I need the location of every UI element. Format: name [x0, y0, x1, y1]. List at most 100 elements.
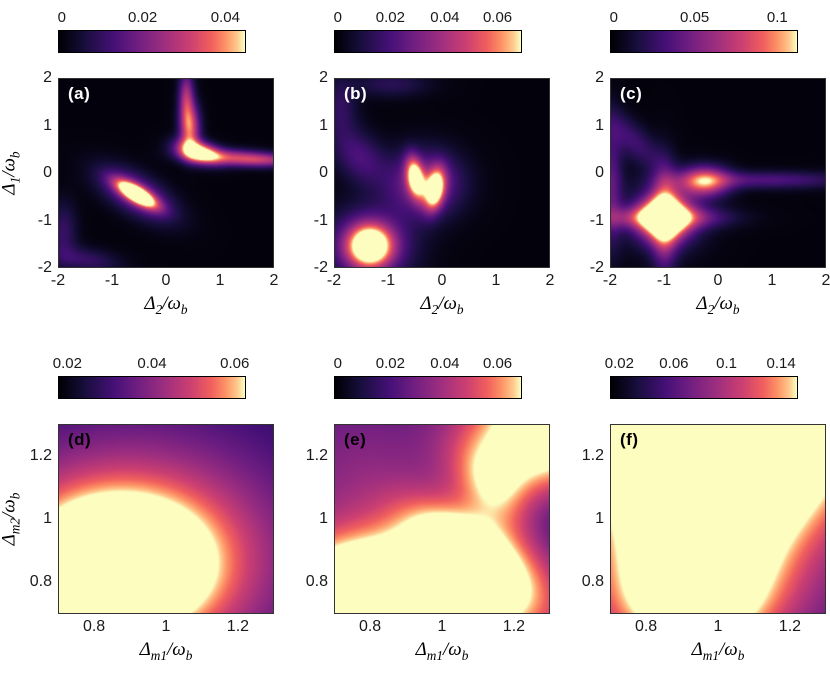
- tick-label: 1.2: [29, 446, 52, 464]
- x-label-divisor: /ω: [438, 293, 457, 314]
- tick-label: 1: [161, 618, 171, 635]
- colorbar-area-d: 0.02 0.04 0.06: [53, 354, 250, 404]
- tick-label: 0.8: [581, 573, 604, 591]
- tick-label: 0: [319, 164, 328, 181]
- x-tick-labels: 0.8 1 1.2: [58, 614, 274, 638]
- tick-label: 0.05: [679, 9, 710, 26]
- tick-label: 0: [43, 164, 52, 181]
- y-tick-labels: 2 1 0 -1 -2: [574, 69, 610, 276]
- y-label-symbol: Δ: [0, 534, 20, 546]
- tick-label: 1: [437, 618, 447, 635]
- tick-label: 0.8: [29, 573, 52, 591]
- tick-label: -1: [313, 211, 328, 229]
- x-label-subscript-2: b: [732, 301, 740, 317]
- x-axis-label: Δm1/ωb: [58, 639, 274, 664]
- heatmap-plot-c: (c): [610, 78, 826, 268]
- heatmap-canvas-e: [335, 425, 549, 613]
- tick-label: 1: [215, 272, 225, 289]
- tick-label: 0.14: [766, 355, 796, 372]
- tick-label: 1.2: [226, 618, 250, 635]
- tick-label: 0: [333, 9, 342, 26]
- tick-label: -2: [326, 272, 342, 289]
- x-axis-label: Δ2/ωb: [610, 293, 826, 318]
- heatmap-canvas-b: [335, 79, 549, 267]
- tick-label: 0: [437, 272, 447, 289]
- heatmap-canvas-f: [611, 425, 825, 613]
- y-tick-labels: 1.2 1 0.8: [574, 424, 610, 614]
- colorbar-tick-labels: 0.02 0.06 0.1 0.14: [605, 354, 798, 376]
- tick-label: 0.8: [358, 618, 382, 635]
- x-label-divisor: /ω: [714, 293, 733, 314]
- tick-label: 0.02: [52, 355, 82, 372]
- x-label-subscript-2: b: [461, 647, 469, 663]
- tick-label: 0.06: [220, 355, 250, 372]
- x-label-symbol: Δ: [696, 293, 708, 314]
- tick-label: 2: [319, 69, 328, 86]
- plot-area-c: 2 1 0 -1 -2 (c): [552, 69, 826, 276]
- colorbar-tick-labels: 0.02 0.04 0.06: [53, 354, 250, 376]
- x-label-subscript-2: b: [456, 301, 464, 317]
- colorbar-area-e: 0 0.02 0.04 0.06: [334, 354, 522, 404]
- tick-label: 0.06: [659, 355, 689, 372]
- tick-label: 1: [43, 116, 52, 134]
- colorbar: [610, 30, 798, 53]
- y-tick-labels: 2 1 0 -1 -2: [298, 69, 334, 276]
- tick-label: 1: [767, 272, 777, 289]
- panel-letter-f: (f): [620, 430, 639, 449]
- tick-label: 1: [713, 618, 723, 635]
- tick-label: 0.04: [137, 355, 167, 372]
- heatmap-plot-e: (e): [334, 424, 550, 614]
- panel-c: 0 0.05 0.1 2 1 0 -1 -2 (c) -2 -1 0 1 2 Δ2/ωb: [552, 0, 830, 346]
- tick-label: 1.2: [581, 446, 604, 464]
- x-label-symbol: Δ: [415, 639, 427, 660]
- x-label-subscript: 2: [431, 301, 439, 317]
- panel-letter-e: (e): [344, 430, 367, 449]
- tick-label: 2: [821, 272, 830, 289]
- tick-label: 1: [595, 510, 604, 527]
- x-label-subscript: m1: [426, 647, 444, 663]
- panel-e: 0 0.02 0.04 0.06 1.2 1 0.8 (e) 0.8 1 1.2 Δm1/ωb: [276, 346, 552, 692]
- panel-d: 0.02 0.04 0.06 Δm2/ωb 1.2 1 0.8 (d) 0.8 1 1.2 …: [0, 346, 276, 692]
- x-label-subscript: 2: [155, 301, 163, 317]
- tick-label: 0.02: [127, 9, 158, 26]
- tick-label: 0.1: [766, 9, 788, 26]
- panel-letter-d: (d): [68, 430, 92, 449]
- heatmap-canvas-d: [59, 425, 273, 613]
- tick-label: 2: [595, 69, 604, 86]
- tick-label: 0.04: [210, 9, 240, 26]
- tick-label: 1: [595, 116, 604, 134]
- tick-label: 0: [333, 355, 342, 372]
- y-label-subscript: m2: [7, 517, 23, 535]
- panel-b: 0 0.02 0.04 0.06 2 1 0 -1 -2 (b) -2 -1 0 1 2 Δ2/ωb: [276, 0, 555, 346]
- colorbar-area-f: 0.02 0.06 0.1 0.14: [605, 354, 798, 404]
- x-label-divisor: /ω: [719, 639, 738, 660]
- plot-area-a: Δ1/ωb 2 1 0 -1 -2 (a): [0, 69, 274, 276]
- tick-label: 0.8: [634, 618, 658, 635]
- colorbar: [334, 30, 522, 53]
- tick-label: 2: [269, 272, 279, 289]
- x-label-divisor: /ω: [167, 639, 186, 660]
- plot-area-b: 2 1 0 -1 -2 (b): [276, 69, 550, 276]
- y-label-subscript: 1: [7, 176, 23, 184]
- x-label-subscript-2: b: [737, 647, 745, 663]
- tick-label: 1.2: [305, 446, 328, 464]
- colorbar: [610, 376, 798, 399]
- panel-letter-a: (a): [68, 84, 91, 103]
- colorbar-tick-labels: 0 0.02 0.04 0.06: [334, 354, 522, 376]
- y-axis-label-spacer: [552, 78, 574, 268]
- heatmap-plot-f: (f): [610, 424, 826, 614]
- colorbar-area-a: 0 0.02 0.04: [58, 8, 246, 58]
- colorbar-tick-labels: 0 0.05 0.1: [610, 8, 798, 30]
- plot-area-f: 1.2 1 0.8 (f): [552, 424, 826, 614]
- tick-label: 0.02: [604, 355, 634, 372]
- colorbar: [334, 376, 522, 399]
- panel-f: 0.02 0.06 0.1 0.14 1.2 1 0.8 (f) 0.8 1 1.2 Δm1/…: [552, 346, 828, 692]
- heatmap-canvas-a: [59, 79, 273, 267]
- x-tick-labels: 0.8 1 1.2: [334, 614, 550, 638]
- y-axis-label-spacer: [276, 424, 298, 614]
- tick-label: 0: [595, 164, 604, 181]
- x-tick-labels: 0.8 1 1.2: [610, 614, 826, 638]
- y-tick-labels: 1.2 1 0.8: [298, 424, 334, 614]
- x-tick-labels: -2 -1 0 1 2: [51, 268, 279, 292]
